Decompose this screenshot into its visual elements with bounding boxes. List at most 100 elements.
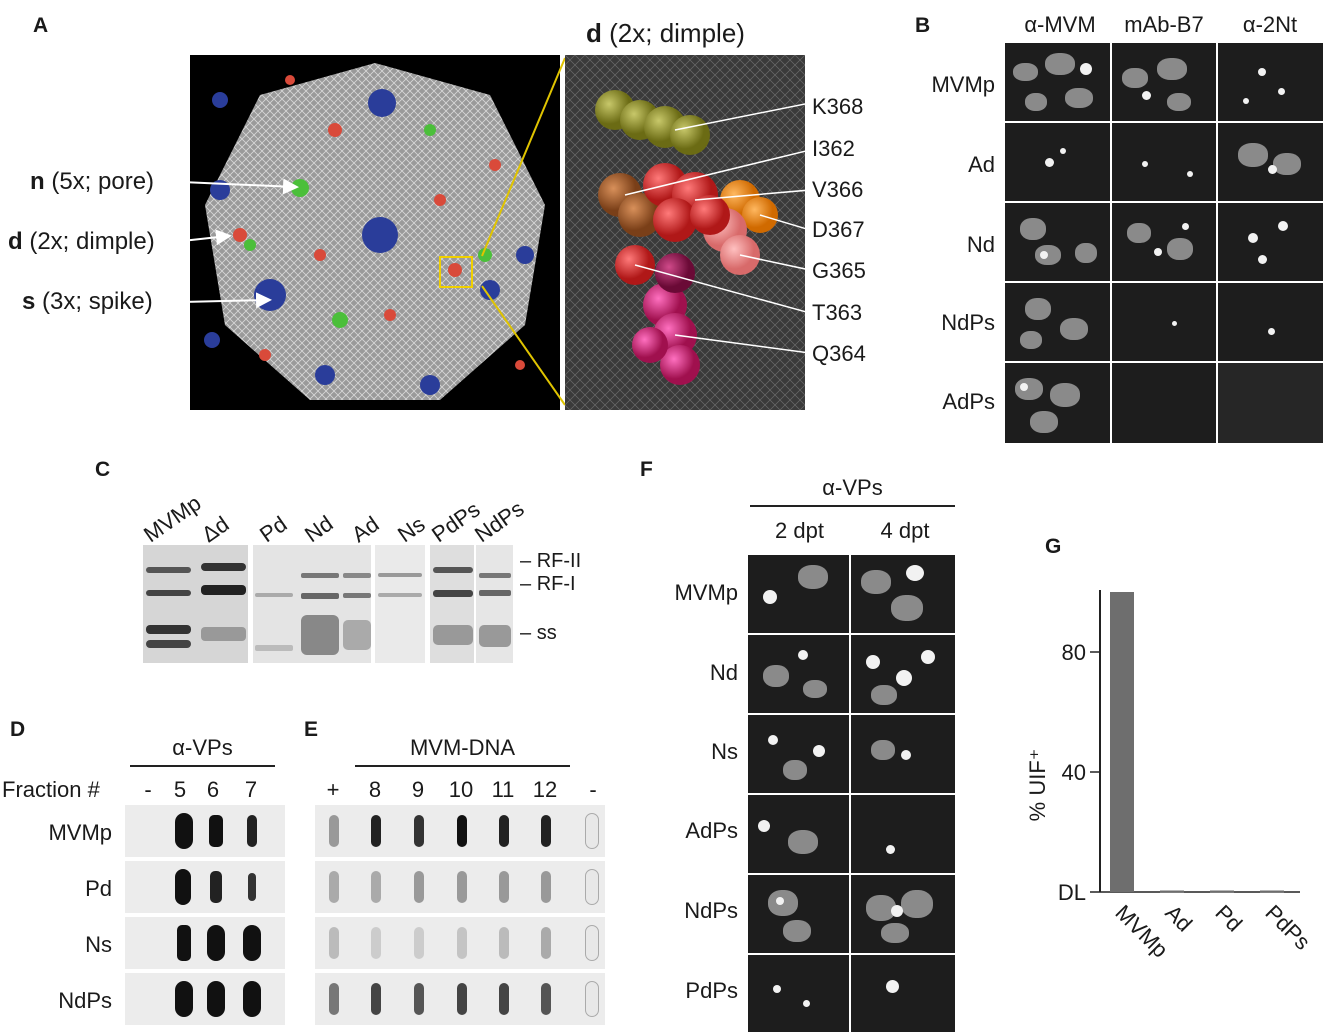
residue-label: D367 <box>812 217 865 242</box>
micrograph <box>748 555 849 633</box>
residue-label: G365 <box>812 258 866 283</box>
fraction-number: 11 <box>491 777 515 802</box>
label-pore: n (5x; pore) <box>30 168 155 195</box>
e-header: MVM-DNA <box>409 735 516 760</box>
x-tick-label: MVMp <box>1110 900 1173 963</box>
slot-blot-row <box>125 805 285 857</box>
band-label: – RF-I <box>520 573 576 595</box>
fraction-number: 7 <box>244 777 258 802</box>
row-label: MVMp <box>674 580 738 605</box>
band-label: – RF-II <box>520 550 582 572</box>
row-label: PdPs <box>685 978 738 1003</box>
d-header: α-VPs <box>172 735 233 760</box>
micrograph <box>1112 203 1216 281</box>
f-header-line <box>750 505 955 507</box>
gel-lane-labels: MVMp Δd Pd Nd Ad Ns PdPs NdPs <box>139 470 540 550</box>
micrograph <box>851 795 955 873</box>
x-tick-label: Pd <box>1210 900 1247 937</box>
row-label: AdPs <box>942 389 995 414</box>
micrograph <box>1218 203 1323 281</box>
fraction-number: 6 <box>206 777 220 802</box>
band-label: – ss <box>520 622 557 644</box>
row-label: AdPs <box>685 818 738 843</box>
col-header: mAb-B7 <box>1124 12 1204 37</box>
micrograph <box>1218 123 1323 201</box>
bar <box>1260 890 1284 893</box>
row-label: MVMp <box>48 820 112 845</box>
row-label: NdPs <box>58 988 112 1013</box>
residue-label: Q364 <box>812 341 866 366</box>
micrograph <box>1005 283 1110 361</box>
lane-label: MVMp <box>139 490 206 548</box>
panel-label-d: D <box>10 718 26 741</box>
col-header: 4 dpt <box>880 518 930 543</box>
slot-blot-row <box>125 861 285 913</box>
row-label: Nd <box>966 232 995 257</box>
y-tick-label: 40 <box>1062 760 1086 785</box>
d-header-line <box>130 765 275 767</box>
y-tick-label: 80 <box>1062 640 1086 665</box>
micrograph <box>1218 363 1323 443</box>
fraction-label: Fraction # <box>2 777 100 802</box>
x-tick-label: PdPs <box>1260 900 1315 955</box>
capsid-structure <box>190 55 560 410</box>
residue-label: T363 <box>812 300 863 325</box>
y-axis-label: % UIF⁺ <box>1025 749 1050 822</box>
residue-label: I362 <box>812 136 855 161</box>
bar <box>1110 592 1134 892</box>
col-header: α-2Nt <box>1242 12 1298 37</box>
slot-blot-row <box>315 973 605 1025</box>
micrograph <box>851 955 955 1032</box>
fraction-number: 10 <box>448 777 474 802</box>
micrograph <box>1005 123 1110 201</box>
micrograph <box>851 635 955 713</box>
bar <box>1160 890 1184 893</box>
fraction-number: + <box>326 777 340 802</box>
label-arrows <box>181 178 299 309</box>
residue-label: K368 <box>812 94 864 119</box>
residue-label: V366 <box>812 177 864 202</box>
panel-label-g: G <box>1045 535 1062 558</box>
panel-label-e: E <box>304 718 319 741</box>
fraction-number: 12 <box>532 777 558 802</box>
micrograph <box>851 555 955 633</box>
lane-label: Nd <box>300 510 338 548</box>
lane-label: Pd <box>255 511 292 548</box>
y-tick-label: DL <box>1058 880 1086 905</box>
micrograph <box>748 795 849 873</box>
row-label: Ns <box>85 932 112 957</box>
label-dimple: d (2x; dimple) <box>8 228 155 255</box>
label-spike: s (3x; spike) <box>22 288 153 315</box>
micrograph <box>851 715 955 793</box>
row-label: NdPs <box>941 310 995 335</box>
row-label: Nd <box>709 660 738 685</box>
lane-label: Ad <box>347 511 384 548</box>
micrograph <box>1112 43 1216 121</box>
slot-blot-row <box>125 973 285 1025</box>
row-label: NdPs <box>684 898 738 923</box>
micrograph <box>1112 363 1216 443</box>
slot-blot-row <box>315 805 605 857</box>
lane-label: Δd <box>197 511 234 548</box>
lane-label: Ns <box>393 511 430 548</box>
e-header-line <box>355 765 570 767</box>
panel-label-b: B <box>915 14 931 37</box>
col-header: α-MVM <box>1024 12 1096 37</box>
micrograph <box>1005 203 1110 281</box>
dimple-zoom-view <box>565 55 811 410</box>
micrograph <box>1005 43 1110 121</box>
panel-label-c: C <box>95 458 111 481</box>
zoom-lines <box>481 57 566 406</box>
micrograph <box>748 635 849 713</box>
fraction-number: - <box>589 777 597 802</box>
row-label: Ad <box>968 152 995 177</box>
southern-blot <box>143 545 513 663</box>
slot-blot-row <box>315 861 605 913</box>
fraction-number: - <box>144 777 152 802</box>
fraction-number: 9 <box>411 777 425 802</box>
micrograph <box>1112 123 1216 201</box>
bar <box>1210 890 1234 893</box>
x-tick-label: Ad <box>1160 900 1197 937</box>
micrograph <box>851 875 955 953</box>
